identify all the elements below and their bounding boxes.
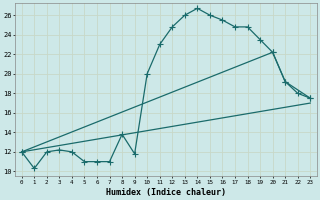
X-axis label: Humidex (Indice chaleur): Humidex (Indice chaleur) xyxy=(106,188,226,197)
